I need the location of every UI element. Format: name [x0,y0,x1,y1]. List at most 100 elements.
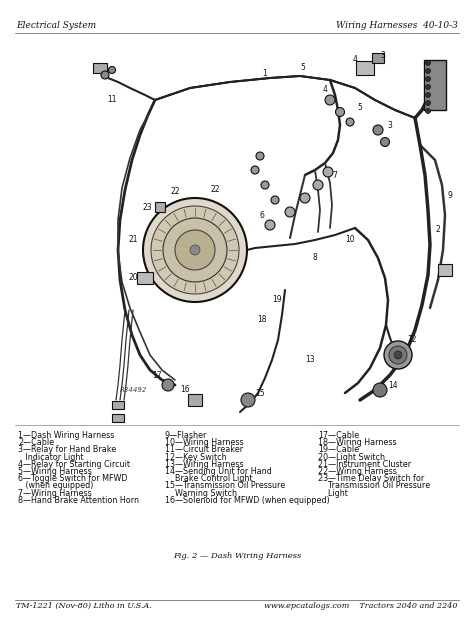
Circle shape [151,206,239,294]
Text: 12—Key Switch: 12—Key Switch [165,453,227,462]
Circle shape [300,193,310,203]
Text: 3—Relay for Hand Brake: 3—Relay for Hand Brake [18,445,116,454]
Circle shape [101,71,109,79]
Circle shape [426,84,430,89]
Text: 15—Transmission Oil Pressure: 15—Transmission Oil Pressure [165,481,285,490]
Circle shape [426,100,430,105]
Text: 11: 11 [107,95,117,105]
Text: 6—Toggle Switch for MFWD: 6—Toggle Switch for MFWD [18,474,128,483]
Text: www.epcatalogs.com    Tractors 2040 and 2240: www.epcatalogs.com Tractors 2040 and 224… [264,602,458,610]
Text: Warning Switch: Warning Switch [165,489,237,498]
Circle shape [323,167,333,177]
Text: R34492: R34492 [120,387,147,393]
Text: Electrical System: Electrical System [16,21,96,30]
Circle shape [426,76,430,81]
Text: 12: 12 [407,335,417,345]
Bar [112,414,124,422]
Circle shape [384,341,412,369]
Circle shape [389,346,407,364]
Text: 2—Cable: 2—Cable [18,438,54,447]
Text: 10—Wiring Harness: 10—Wiring Harness [165,438,244,447]
Text: Wiring Harnesses  40-10-3: Wiring Harnesses 40-10-3 [336,21,458,30]
Circle shape [373,383,387,397]
Bar [155,202,165,212]
Bar [438,264,452,276]
Text: 13: 13 [305,355,315,365]
Text: 18—Wiring Harness: 18—Wiring Harness [318,438,397,447]
Text: Transmission Oil Pressure: Transmission Oil Pressure [318,481,430,490]
Text: 5: 5 [357,104,363,112]
Circle shape [313,180,323,190]
Text: 18: 18 [257,316,267,324]
Circle shape [394,351,402,359]
Text: 14: 14 [388,381,398,389]
Text: 22: 22 [170,187,180,197]
Circle shape [285,207,295,217]
Text: 2: 2 [436,226,440,234]
Circle shape [175,230,215,270]
Text: Indicator Light: Indicator Light [18,453,83,462]
Text: 4: 4 [353,56,357,64]
Text: (when equipped): (when equipped) [18,481,93,490]
Text: 5—Wiring Harness: 5—Wiring Harness [18,467,92,476]
Text: 17—Cable: 17—Cable [318,431,359,440]
Circle shape [143,198,247,302]
Text: 19—Cable: 19—Cable [318,445,359,454]
Circle shape [190,245,200,255]
Text: Brake Control Light: Brake Control Light [165,474,253,483]
Text: 9—Flasher: 9—Flasher [165,431,207,440]
Circle shape [381,138,390,146]
Bar [112,401,124,409]
Text: 1: 1 [263,69,267,79]
Text: 11—Circuit Breaker: 11—Circuit Breaker [165,445,243,454]
Bar [372,53,384,63]
Text: 17: 17 [152,371,162,379]
Text: 15: 15 [255,389,265,397]
Text: 4: 4 [323,86,328,94]
Text: 13—Wiring Harness: 13—Wiring Harness [165,460,244,469]
Text: 3: 3 [381,50,385,60]
Text: 14—Sending Unit for Hand: 14—Sending Unit for Hand [165,467,272,476]
Circle shape [426,61,430,66]
Text: Light: Light [318,489,348,498]
Text: 20: 20 [128,273,138,283]
Circle shape [346,118,354,126]
Circle shape [426,92,430,97]
Text: 8: 8 [313,254,318,262]
Text: 10: 10 [345,236,355,244]
Bar [188,394,202,406]
Text: 8—Hand Brake Attention Horn: 8—Hand Brake Attention Horn [18,496,139,505]
Circle shape [271,196,279,204]
Circle shape [426,108,430,113]
Circle shape [261,181,269,189]
Bar [424,60,446,110]
Text: 4—Relay for Starting Circuit: 4—Relay for Starting Circuit [18,460,130,469]
Bar [93,63,107,73]
Text: TM-1221 (Nov-80) Litho in U.S.A.: TM-1221 (Nov-80) Litho in U.S.A. [16,602,152,610]
Text: 7—Wiring Harness: 7—Wiring Harness [18,489,92,498]
Text: 23—Time Delay Switch for: 23—Time Delay Switch for [318,474,424,483]
Text: Fig. 2 — Dash Wiring Harness: Fig. 2 — Dash Wiring Harness [173,552,301,560]
Text: 6: 6 [260,211,264,219]
Text: 22—Wiring Harness: 22—Wiring Harness [318,467,397,476]
Circle shape [373,125,383,135]
Circle shape [162,379,174,391]
Circle shape [241,393,255,407]
Text: 22: 22 [210,185,220,195]
Text: 5: 5 [301,63,305,73]
Circle shape [251,166,259,174]
Text: 23: 23 [142,203,152,213]
Text: 16—Solenoid for MFWD (when equipped): 16—Solenoid for MFWD (when equipped) [165,496,330,505]
Circle shape [256,152,264,160]
Circle shape [336,107,345,117]
Text: 1—Dash Wiring Harness: 1—Dash Wiring Harness [18,431,114,440]
Bar [137,272,153,284]
Text: 19: 19 [272,296,282,304]
Text: 3: 3 [388,122,392,130]
Circle shape [325,95,335,105]
Text: 20—Light Switch: 20—Light Switch [318,453,385,462]
Circle shape [163,218,227,282]
Circle shape [265,220,275,230]
Bar [356,61,374,75]
Text: 21—Instrument Cluster: 21—Instrument Cluster [318,460,411,469]
